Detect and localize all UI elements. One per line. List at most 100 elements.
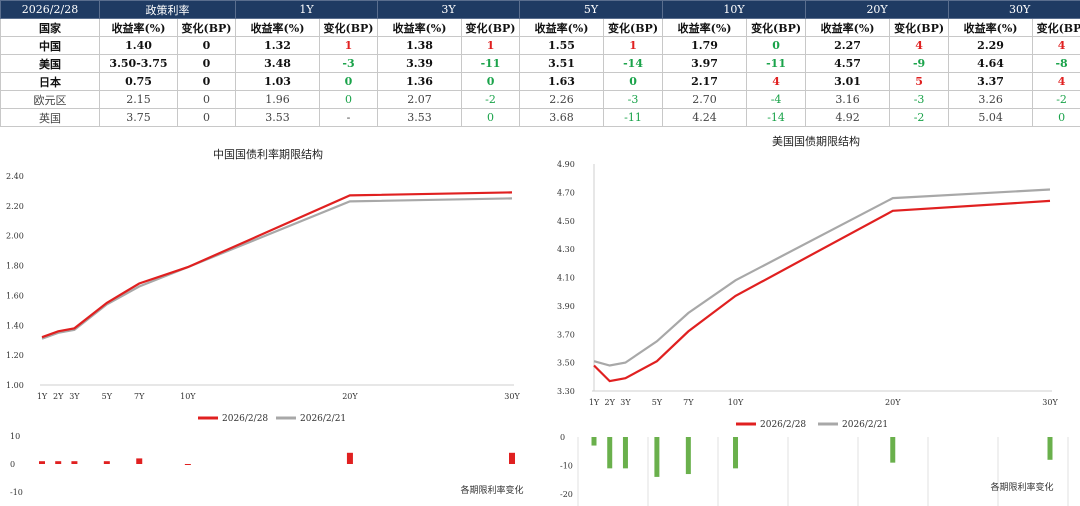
- change-cell: -2: [889, 108, 950, 127]
- yield-column-header: 收益率(%): [662, 18, 748, 37]
- series-line: [593, 188, 1051, 367]
- y-tick-label: 4.70: [557, 188, 575, 197]
- yield-column-header: 收益率(%): [235, 18, 320, 37]
- y-tick-label: 1.80: [6, 262, 24, 271]
- change-cell: -14: [746, 108, 807, 127]
- series-line: [41, 191, 513, 339]
- y-tick-label: 3.50: [557, 359, 575, 368]
- x-tick-label: 1Y: [37, 392, 48, 401]
- change-bar: [890, 437, 896, 463]
- change-column-header: 变化(BP): [461, 18, 521, 37]
- change-bar: [55, 461, 62, 464]
- legend-label: 2026/2/28: [760, 420, 806, 430]
- tenor-header-20y: 20Y: [805, 0, 950, 19]
- us-yield-curve-chart: 美国国债期限结构 3.30 3.50 3.70 3.90 4.10 4.30 4.50 4.70…: [557, 134, 1069, 506]
- y-tick-label: 3.70: [557, 330, 575, 339]
- change-bar: [136, 458, 143, 464]
- rates-table: 2026/2/28 政策利率 1Y 3Y 5Y 10Y 20Y 30Y 国家 收益率(%) 变化(B…: [0, 0, 1080, 127]
- y-tick-label: 4.50: [557, 217, 575, 226]
- x-tick-label: 3Y: [69, 392, 80, 401]
- yield-cell: 5.04: [948, 108, 1034, 127]
- yield-column-header: 收益率(%): [377, 18, 463, 37]
- table-row: 日本 0.75 0 1.03 0 1.36 0 1.63 0 2.17 4 3.01 5 3.37 4: [0, 72, 1080, 91]
- yield-cell: 1.03: [235, 72, 320, 91]
- change-y-tick-label: -10: [560, 462, 573, 471]
- change-bar: [509, 452, 515, 464]
- change-y-tick-label: 0: [560, 433, 565, 442]
- table-row: 英国 3.75 0 3.53-3.53 0 3.68 -11 4.24 -14 4.92 -2 5.0…: [0, 108, 1080, 127]
- table-row: 美国 3.50-3.75 0 3.48 -3 3.39 -11 3.51 -14 3.97 -11 4…: [0, 54, 1080, 73]
- y-tick-label: 2.00: [6, 232, 24, 241]
- change-column-header: 变化(BP): [318, 18, 379, 37]
- y-tick-label: 1.60: [6, 291, 24, 300]
- legend-label: 2026/2/21: [842, 420, 888, 430]
- change-y-tick-label: -10: [10, 488, 23, 497]
- change-column-header: 变化(BP): [603, 18, 664, 37]
- change-cell: -11: [461, 54, 521, 73]
- table-row: 中国 1.40 0 1.32 1 1.38 1 1.55 1 1.79 0 2.27 4 2.29 4: [0, 36, 1080, 55]
- change-bar: [654, 437, 660, 477]
- change-bar: [346, 452, 353, 464]
- change-column-header: 变化(BP): [1032, 18, 1080, 37]
- change-bar: [103, 461, 110, 464]
- change-panel-label: 各期限利率变化: [990, 481, 1053, 493]
- x-tick-label: 20Y: [342, 392, 358, 401]
- change-cell: -11: [603, 108, 664, 127]
- x-tick-label: 1Y: [589, 398, 600, 407]
- x-tick-label: 5Y: [652, 398, 663, 407]
- change-bar: [685, 437, 691, 475]
- y-tick-label: 3.90: [557, 302, 575, 311]
- tenor-header-30y: 30Y: [948, 0, 1080, 19]
- x-tick-label: 3Y: [620, 398, 631, 407]
- y-tick-label: 1.00: [6, 381, 24, 390]
- yield-cell: 3.48: [235, 54, 320, 73]
- legend-label: 2026/2/28: [222, 414, 268, 424]
- y-tick-label: 4.90: [557, 160, 575, 169]
- change-bar: [184, 464, 191, 465]
- yield-cell: 4.24: [662, 108, 748, 127]
- chart-title: 中国国债利率期限结构: [213, 147, 323, 161]
- change-column-header: 变化(BP): [746, 18, 807, 37]
- country-column-header: 国家: [0, 18, 100, 37]
- y-tick-label: 2.20: [6, 202, 24, 211]
- change-panel-label: 各期限利率变化: [460, 484, 523, 496]
- change-cell: -: [318, 108, 379, 127]
- change-y-tick-label: 0: [10, 460, 15, 469]
- yield-column-header: 收益率(%): [948, 18, 1034, 37]
- x-tick-label: 10Y: [728, 398, 744, 407]
- chart-title: 美国国债期限结构: [772, 134, 860, 148]
- change-column-header: 变化(BP): [177, 18, 236, 37]
- china-yield-curve-chart: 中国国债利率期限结构 1.00 1.20 1.40 1.60 1.80 2.00 2.20 2.…: [6, 147, 524, 497]
- yield-cell: 4.64: [948, 54, 1034, 73]
- change-cell: 0: [1032, 108, 1080, 127]
- legend-label: 2026/2/21: [300, 414, 346, 424]
- tenor-header-5y: 5Y: [519, 0, 664, 19]
- x-tick-label: 30Y: [1042, 398, 1058, 407]
- yield-cell: 3.53: [235, 108, 320, 127]
- yield-cell: 3.53: [377, 108, 463, 127]
- series-line: [593, 199, 1051, 383]
- change-y-tick-label: -20: [560, 490, 573, 499]
- x-tick-label: 30Y: [504, 392, 520, 401]
- country-name-cell: 英国: [0, 108, 100, 127]
- x-tick-label: 20Y: [885, 398, 901, 407]
- y-tick-label: 4.30: [557, 245, 575, 254]
- yield-column-header: 收益率(%): [519, 18, 605, 37]
- change-bar: [622, 437, 628, 469]
- policy-rate-cell: 3.50-3.75: [99, 54, 178, 73]
- change-bar: [591, 437, 597, 446]
- yield-cell: 1.36: [377, 72, 463, 91]
- x-tick-label: 10Y: [180, 392, 196, 401]
- change-bar: [71, 461, 78, 464]
- change-column-header: 变化(BP): [889, 18, 950, 37]
- change-bar: [1047, 437, 1053, 460]
- tenor-header-10y: 10Y: [662, 0, 807, 19]
- y-tick-label: 1.20: [6, 351, 24, 360]
- x-tick-label: 2Y: [53, 392, 64, 401]
- change-cell: 0: [461, 108, 521, 127]
- policy-rate-cell: 3.75: [99, 108, 178, 127]
- y-tick-label: 4.10: [557, 274, 575, 283]
- change-bar: [607, 437, 613, 469]
- table-row: 欧元区 2.15 0 1.96 0 2.07 -2 2.26 -3 2.70 -4 3.16 -3 3.2…: [0, 90, 1080, 109]
- y-tick-label: 2.40: [6, 172, 24, 181]
